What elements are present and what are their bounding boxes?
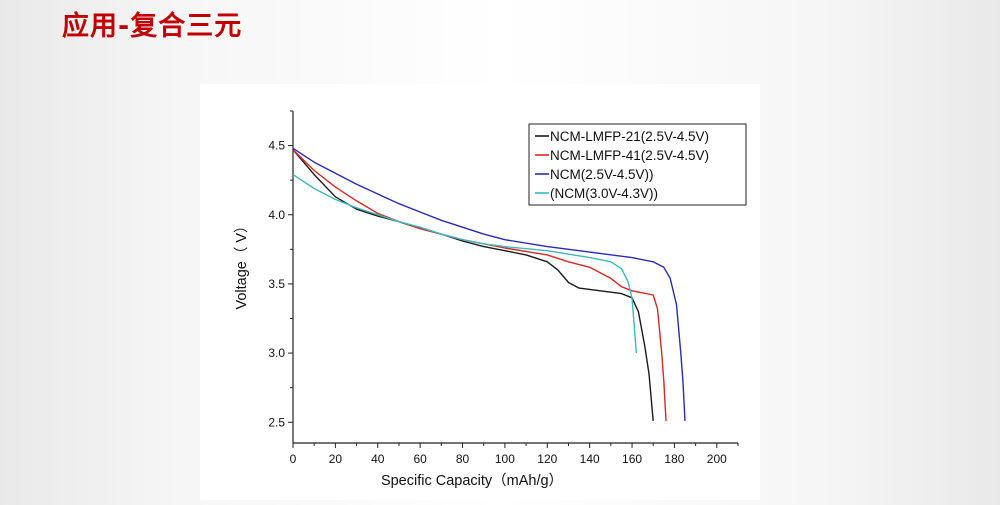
y-axis-label: Voltage（ V） [233,218,250,309]
x-tick-label: 140 [580,452,600,466]
y-tick-label: 4.0 [268,208,285,222]
x-tick-label: 0 [290,452,297,466]
legend-label: NCM-LMFP-41(2.5V-4.5V) [550,148,709,163]
voltage-capacity-chart: 0 20 40 60 80 100 120 140 160 180 200 2.5 3.0 3.5 4.0 4… [233,110,747,489]
series-line-4 [292,174,637,354]
x-tick-label: 180 [664,452,684,466]
legend-label: NCM-LMFP-21(2.5V-4.5V) [550,129,709,144]
y-tick-label: 2.5 [268,415,285,429]
x-tick-label: 80 [456,452,470,466]
series-line-3 [292,147,686,421]
x-tick-label: 100 [495,452,515,466]
series-line-1 [292,149,654,421]
series-line-2 [292,149,667,421]
x-tick-label: 40 [371,452,385,466]
x-tick-label: 200 [707,452,727,466]
y-tick-label: 3.0 [268,346,285,360]
series-lines [292,147,686,421]
chart-panel: 0 20 40 60 80 100 120 140 160 180 200 2.5 3.0 3.5 4.0 4… [200,84,760,500]
x-axis-label: Specific Capacity（mAh/g） [381,472,563,489]
x-tick-label: 20 [329,452,343,466]
legend-box [528,123,747,206]
axes: 0 20 40 60 80 100 120 140 160 180 200 2.5 3.0 3.5 4.0 4… [268,110,739,466]
x-tick-label: 160 [622,452,642,466]
y-tick-label: 4.5 [268,139,285,153]
x-tick-label: 60 [413,452,427,466]
y-tick-label: 3.5 [268,277,285,291]
legend: NCM-LMFP-21(2.5V-4.5V) NCM-LMFP-41(2.5V-4… [528,123,747,206]
x-tick-label: 120 [537,452,557,466]
slide-title: 应用-复合三元 [62,11,243,42]
legend-label: NCM(2.5V-4.5V)) [550,167,654,182]
legend-label: (NCM(3.0V-4.3V)) [550,186,658,201]
